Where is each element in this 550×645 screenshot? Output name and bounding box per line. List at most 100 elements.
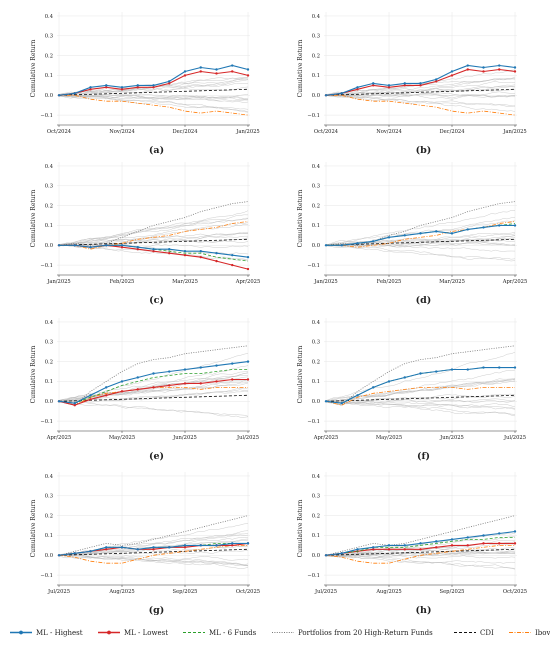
data-point (513, 542, 517, 545)
fund-line (325, 243, 516, 248)
series-ibov (58, 545, 248, 564)
data-point (231, 362, 234, 365)
data-point (498, 224, 501, 227)
fund-line (58, 554, 249, 561)
y-tick-label: 0.4 (45, 164, 54, 170)
fund-line (58, 222, 249, 246)
x-tick-label: Jan/2025 (313, 279, 337, 285)
data-point (183, 368, 187, 371)
data-point (498, 366, 501, 369)
y-axis-label: Cumulative Return (297, 345, 304, 403)
data-point (168, 248, 171, 251)
data-point (136, 86, 139, 89)
series-cdi (58, 88, 249, 96)
data-point (120, 246, 124, 249)
data-point (89, 550, 92, 553)
y-tick-label: −0.1 (307, 419, 320, 425)
y-tick-label: 0.2 (312, 53, 320, 59)
data-point (199, 70, 202, 73)
fund-line (325, 398, 516, 405)
y-tick-label: 0.0 (312, 243, 320, 249)
fund-line (58, 218, 249, 246)
data-point (231, 70, 234, 73)
data-point (152, 250, 155, 253)
data-point (105, 546, 108, 549)
series-portfolios20 (58, 201, 249, 246)
y-tick-label: 0.3 (45, 34, 53, 40)
data-point (105, 244, 108, 247)
fund-line (58, 94, 249, 113)
data-point (89, 86, 92, 89)
x-tick-label: Jul/2025 (314, 589, 337, 595)
series-line (325, 515, 516, 556)
data-point (199, 382, 202, 385)
series-line (58, 88, 249, 96)
data-point (183, 544, 187, 547)
fund-line (58, 93, 249, 99)
x-tick-label: Feb/2025 (110, 279, 135, 285)
x-tick-label: Aug/2025 (375, 589, 401, 595)
data-point (215, 364, 218, 367)
data-point (482, 66, 485, 69)
series-ml-highest (57, 64, 250, 97)
data-point (246, 255, 250, 259)
data-point (403, 234, 406, 237)
data-point (435, 78, 438, 81)
series-ml-highest (324, 224, 517, 247)
fund-line (325, 92, 516, 98)
data-point (356, 242, 359, 245)
series-ml-lowest (57, 378, 250, 407)
data-point (89, 88, 92, 91)
x-tick-label: Oct/2024 (314, 129, 339, 135)
series-ml-lowest (324, 68, 517, 97)
data-point (340, 92, 343, 95)
data-point (183, 546, 187, 549)
fund-line (58, 92, 249, 102)
series-ibov (59, 221, 249, 250)
series-line (58, 238, 249, 246)
x-tick-label: Nov/2024 (109, 129, 135, 135)
data-point (199, 255, 202, 259)
y-tick-label: 0.0 (312, 399, 320, 405)
data-point (246, 267, 250, 271)
series-ml-highest (57, 542, 250, 557)
data-point (105, 386, 108, 389)
data-point (168, 80, 171, 83)
series-line (58, 515, 249, 556)
data-point (387, 86, 391, 89)
y-tick-label: 0.0 (45, 243, 53, 249)
x-tick-label: Apr/2025 (46, 435, 72, 441)
y-tick-label: −0.1 (40, 263, 53, 269)
series-line (325, 201, 516, 246)
series-cdi (58, 548, 249, 556)
legend-item-portfolios20: Portfolios from 20 High-Return Funds (272, 629, 433, 637)
data-point (199, 250, 202, 253)
y-tick-label: 0.4 (45, 320, 54, 326)
data-point (183, 382, 187, 385)
series-portfolios20 (58, 515, 249, 556)
data-point (73, 402, 76, 405)
y-tick-label: 0.0 (312, 93, 320, 99)
legend-label: ML - 6 Funds (209, 629, 257, 637)
data-point (498, 532, 501, 535)
data-point (152, 546, 155, 549)
data-point (168, 82, 171, 85)
data-point (498, 68, 501, 71)
series-line (325, 537, 515, 556)
fund-line (58, 93, 249, 100)
data-point (73, 552, 76, 555)
panel-e: 0.4 0.3 0.2 0.1 0.0 −0.1 Apr/2025 May/2025 Jun/2… (30, 318, 259, 462)
fund-lines-background (58, 353, 249, 418)
series-line (325, 345, 516, 406)
fund-line (325, 351, 516, 401)
legend-item-ibov: Ibov. (509, 629, 550, 637)
data-point (215, 68, 218, 71)
data-point (183, 253, 187, 257)
y-tick-label: 0.2 (45, 53, 53, 59)
data-point (403, 84, 406, 87)
data-point (450, 538, 454, 541)
fund-line (325, 379, 516, 402)
x-tick-label: Aug/2025 (108, 589, 134, 595)
x-tick-label: Jun/2025 (172, 435, 197, 441)
panel-caption: (d) (416, 295, 432, 306)
